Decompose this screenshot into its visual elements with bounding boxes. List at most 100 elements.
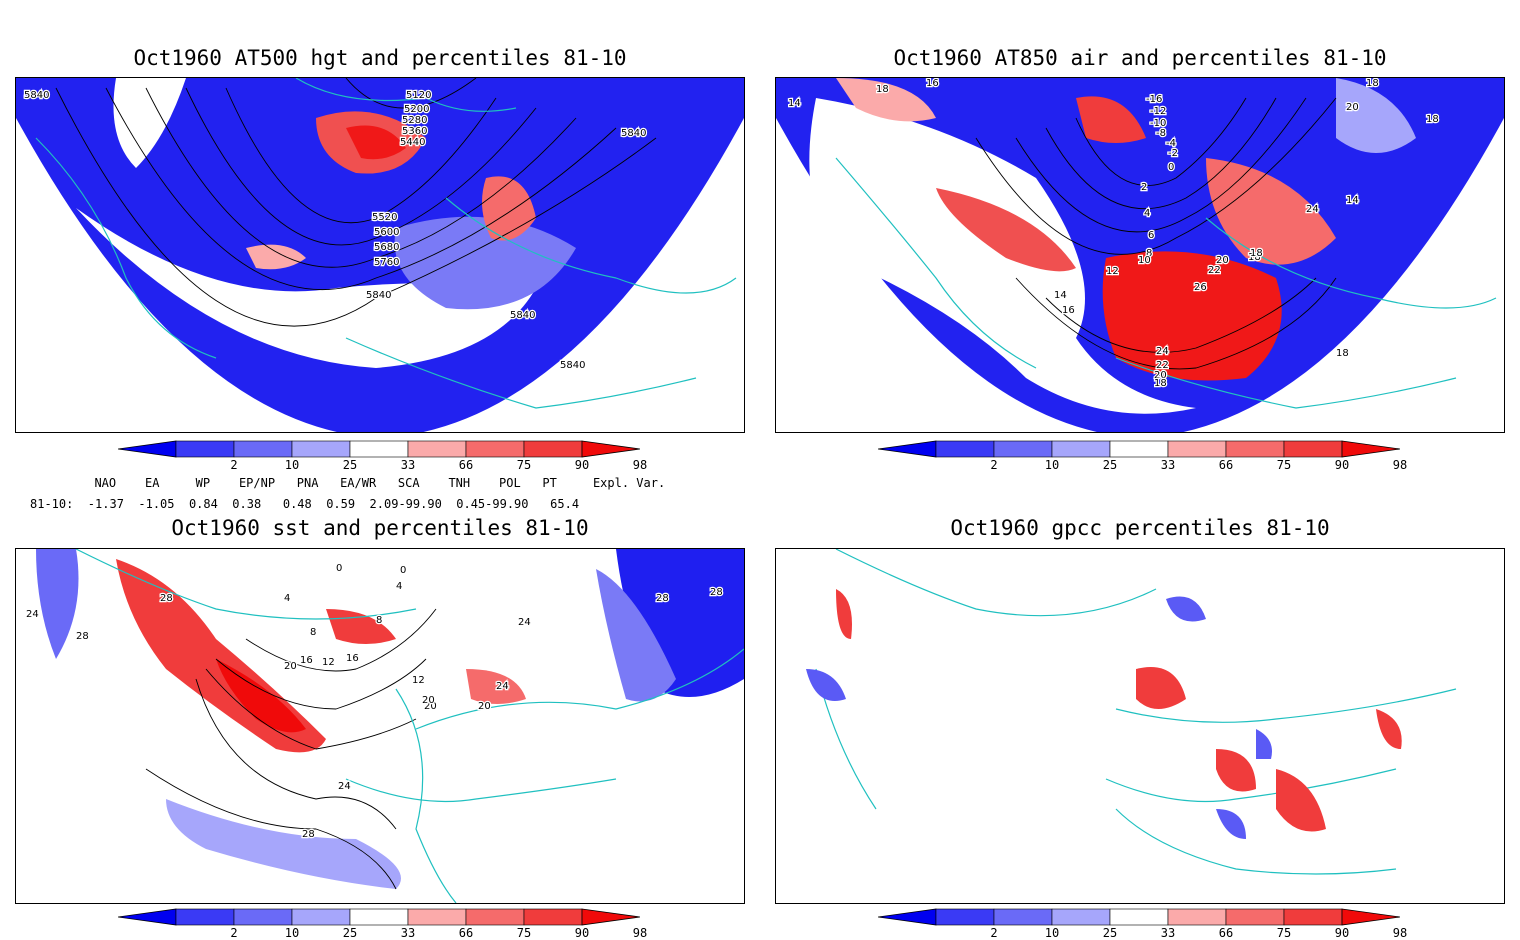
contour-label: 12 (1106, 266, 1119, 277)
colorbar-tick-label: 33 (1160, 926, 1176, 940)
colorbar-tick-label: 66 (1218, 926, 1234, 940)
colorbar-tick-label: 75 (1276, 458, 1292, 472)
contour-label: 5440 (400, 137, 425, 148)
colorbar-segment (935, 440, 995, 458)
contour-label: 24 (1156, 346, 1169, 357)
colorbar-gpcc-ticks: 2 10 25 33 66 75 90 98 (878, 926, 1407, 940)
colorbar-segment (1051, 908, 1111, 926)
contour-label: 20 (478, 701, 491, 712)
colorbar-segment (465, 908, 525, 926)
contour-label: 18 (1336, 348, 1349, 359)
panel-title-gpcc: Oct1960 gpcc percentiles 81-10 (950, 516, 1330, 540)
colorbar-segment (349, 908, 409, 926)
colorbar-tick-label: 98 (632, 458, 648, 472)
colorbar-segment (1167, 440, 1227, 458)
colorbar-segment (407, 440, 467, 458)
contour-label: 0 (336, 563, 342, 574)
indices-header: NAO EA WP EP/NP PNA EA/WR SCA TNH POL PT… (80, 476, 666, 490)
colorbar-segment (233, 908, 293, 926)
contour-label: 26 (1194, 282, 1207, 293)
contour-label: -10 (1150, 118, 1166, 129)
contour-label: 5200 (404, 104, 429, 115)
contour-label: 20 (422, 695, 435, 706)
colorbar-hgt: 2 10 25 33 66 75 90 98 (117, 440, 647, 472)
colorbar-segment (1225, 908, 1285, 926)
contour-label: -8 (1156, 128, 1166, 139)
contour-label: 5120 (406, 90, 431, 101)
contour-label: 4 (396, 581, 402, 592)
contour-label: 16 (926, 78, 939, 89)
colorbar-segment (993, 908, 1053, 926)
map-panel-sst: 24 28 28 0 0 4 4 8 8 12 16 20 16 12 20 20 28 28 24 24 20 24 28 (15, 548, 745, 904)
contour-label: -16 (1146, 94, 1162, 105)
contour-label: 8 (376, 615, 382, 626)
contour-label: 5840 (621, 128, 646, 139)
colorbar-right-arrow (1341, 908, 1401, 926)
colorbar-tick-label: 75 (516, 458, 532, 472)
colorbar-hgt-ticks: 2 10 25 33 66 75 90 98 (118, 458, 647, 472)
contour-label: 28 (710, 587, 723, 598)
colorbar-sst-ticks: 2 10 25 33 66 75 90 98 (118, 926, 647, 940)
contour-label: 18 (1366, 78, 1379, 89)
colorbar-air-swatches (877, 440, 1401, 458)
contour-label: 0 (400, 565, 406, 576)
colorbar-tick-label: 10 (284, 458, 300, 472)
contour-label: 20 (1346, 102, 1359, 113)
contour-label: -4 (1166, 138, 1176, 149)
contour-label: 0 (1168, 162, 1174, 173)
colorbar-segment (1109, 908, 1169, 926)
contour-label: 8 (1146, 248, 1152, 259)
contour-label: 28 (160, 593, 173, 604)
contour-label: 14 (1346, 195, 1359, 206)
colorbar-tick-label: 90 (574, 458, 590, 472)
colorbar-sst: 2 10 25 33 66 75 90 98 (117, 908, 647, 940)
colorbar-tick-label: 25 (1102, 926, 1118, 940)
colorbar-segment (291, 908, 351, 926)
colorbar-right-arrow (1341, 440, 1401, 458)
colorbar-tick-label: 25 (342, 926, 358, 940)
contour-label: 5280 (402, 115, 427, 126)
colorbar-segment (407, 908, 467, 926)
colorbar-gpcc: 2 10 25 33 66 75 90 98 (877, 908, 1407, 940)
contour-label: 8 (310, 627, 316, 638)
indices-values: 81-10: -1.37 -1.05 0.84 0.38 0.48 0.59 2… (30, 497, 580, 511)
contour-label: 16 (346, 653, 359, 664)
contour-label: 28 (76, 631, 89, 642)
colorbar-tick-label: 2 (230, 458, 238, 472)
contour-label: 5600 (374, 227, 399, 238)
contour-label: 24 (338, 781, 351, 792)
colorbar-tick-label: 66 (458, 926, 474, 940)
colorbar-segment (175, 908, 235, 926)
contour-label: 5680 (374, 242, 399, 253)
colorbar-segment (1283, 908, 1343, 926)
colorbar-tick-label: 90 (1334, 458, 1350, 472)
colorbar-tick-label: 2 (990, 458, 998, 472)
colorbar-tick-label: 25 (1102, 458, 1118, 472)
colorbar-tick-label: 98 (1392, 926, 1408, 940)
contour-label: 4 (284, 593, 290, 604)
colorbar-tick-label: 75 (1276, 926, 1292, 940)
colorbar-left-arrow (117, 440, 177, 458)
colorbar-tick-label: 10 (1044, 926, 1060, 940)
colorbar-tick-label: 10 (1044, 458, 1060, 472)
contour-label: 18 (1154, 378, 1167, 389)
contour-label: 5520 (372, 212, 397, 223)
contour-label: 18 (1248, 252, 1261, 263)
colorbar-air: 2 10 25 33 66 75 90 98 (877, 440, 1407, 472)
colorbar-right-arrow (581, 908, 641, 926)
colorbar-hgt-swatches (117, 440, 641, 458)
contour-label: 16 (300, 655, 313, 666)
colorbar-tick-label: 66 (1218, 458, 1234, 472)
contour-label: 14 (788, 98, 801, 109)
colorbar-segment (233, 440, 293, 458)
contour-label: -12 (1150, 106, 1166, 117)
colorbar-segment (1051, 440, 1111, 458)
colorbar-air-ticks: 2 10 25 33 66 75 90 98 (878, 458, 1407, 472)
contour-label: 14 (1054, 290, 1067, 301)
contour-label: 12 (322, 657, 335, 668)
contour-label: 6 (1148, 230, 1154, 241)
panel-title-sst: Oct1960 sst and percentiles 81-10 (171, 516, 589, 540)
contour-label: -2 (1168, 148, 1178, 159)
colorbar-tick-label: 25 (342, 458, 358, 472)
contour-label: 5360 (402, 126, 427, 137)
